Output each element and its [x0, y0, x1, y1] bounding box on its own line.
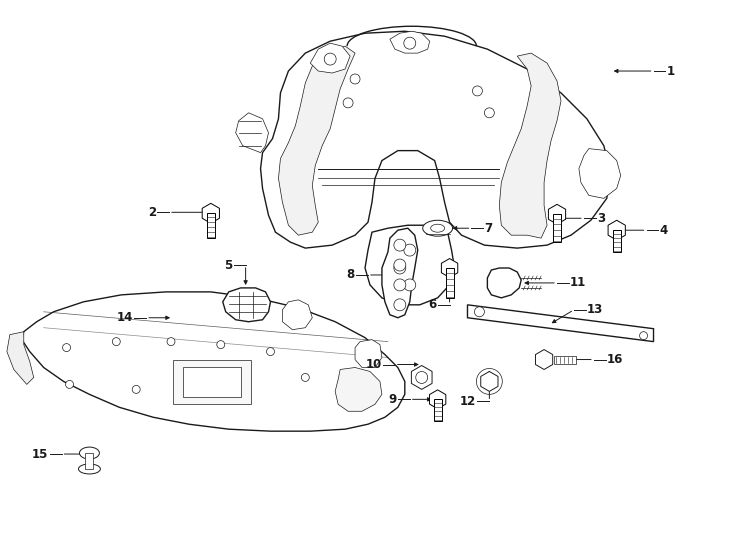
- Circle shape: [394, 279, 406, 291]
- Circle shape: [394, 259, 406, 271]
- Circle shape: [404, 244, 415, 256]
- Polygon shape: [481, 372, 498, 392]
- Text: 16: 16: [607, 353, 623, 366]
- Circle shape: [474, 307, 484, 317]
- Ellipse shape: [79, 447, 99, 459]
- Text: 4: 4: [660, 224, 668, 237]
- Text: 5: 5: [225, 259, 233, 272]
- Polygon shape: [22, 292, 405, 431]
- Polygon shape: [429, 390, 446, 409]
- Bar: [613, 230, 621, 252]
- Polygon shape: [236, 113, 269, 153]
- Circle shape: [62, 343, 70, 352]
- Ellipse shape: [431, 224, 445, 232]
- Circle shape: [324, 53, 336, 65]
- Bar: [553, 214, 561, 242]
- Circle shape: [394, 239, 406, 251]
- Circle shape: [266, 348, 275, 355]
- Circle shape: [302, 374, 309, 381]
- Polygon shape: [608, 220, 625, 240]
- Text: 1: 1: [666, 64, 675, 78]
- Circle shape: [484, 108, 494, 118]
- Polygon shape: [278, 46, 355, 235]
- Polygon shape: [382, 228, 418, 318]
- Polygon shape: [261, 31, 611, 248]
- Polygon shape: [355, 340, 382, 368]
- Polygon shape: [548, 204, 566, 224]
- Polygon shape: [390, 31, 429, 53]
- Polygon shape: [487, 268, 521, 298]
- Text: 15: 15: [32, 448, 48, 461]
- Bar: [207, 213, 215, 238]
- Circle shape: [639, 332, 647, 340]
- Bar: [183, 368, 241, 397]
- Circle shape: [65, 380, 73, 388]
- Polygon shape: [283, 300, 312, 330]
- Polygon shape: [441, 259, 458, 278]
- Bar: [85, 453, 93, 469]
- Text: 10: 10: [366, 358, 382, 371]
- Polygon shape: [536, 349, 553, 369]
- Circle shape: [394, 262, 406, 274]
- Circle shape: [217, 341, 225, 349]
- Circle shape: [404, 37, 415, 49]
- Polygon shape: [7, 332, 34, 384]
- Text: 11: 11: [570, 276, 586, 289]
- Circle shape: [415, 372, 428, 383]
- Polygon shape: [335, 368, 382, 411]
- Circle shape: [404, 279, 415, 291]
- Circle shape: [394, 299, 406, 311]
- Polygon shape: [310, 43, 350, 73]
- Text: 3: 3: [597, 212, 605, 225]
- Text: 2: 2: [148, 206, 156, 219]
- Circle shape: [132, 386, 140, 393]
- Polygon shape: [411, 366, 432, 389]
- Polygon shape: [468, 305, 653, 342]
- Text: 12: 12: [460, 395, 476, 408]
- Ellipse shape: [423, 220, 453, 236]
- Bar: [173, 360, 250, 404]
- Text: 7: 7: [484, 222, 493, 235]
- Text: 13: 13: [587, 303, 603, 316]
- Polygon shape: [499, 53, 561, 238]
- Ellipse shape: [79, 464, 101, 474]
- Text: 8: 8: [346, 268, 355, 281]
- Bar: [554, 355, 576, 363]
- Polygon shape: [579, 148, 621, 198]
- Circle shape: [350, 74, 360, 84]
- Text: 9: 9: [388, 393, 396, 406]
- Bar: [434, 400, 442, 421]
- Polygon shape: [222, 288, 271, 322]
- Text: 14: 14: [117, 311, 133, 324]
- Polygon shape: [202, 204, 219, 223]
- Circle shape: [112, 338, 120, 346]
- Polygon shape: [365, 225, 454, 305]
- Bar: [446, 268, 454, 298]
- Circle shape: [343, 98, 353, 108]
- Text: 6: 6: [428, 298, 437, 312]
- Circle shape: [167, 338, 175, 346]
- Circle shape: [473, 86, 482, 96]
